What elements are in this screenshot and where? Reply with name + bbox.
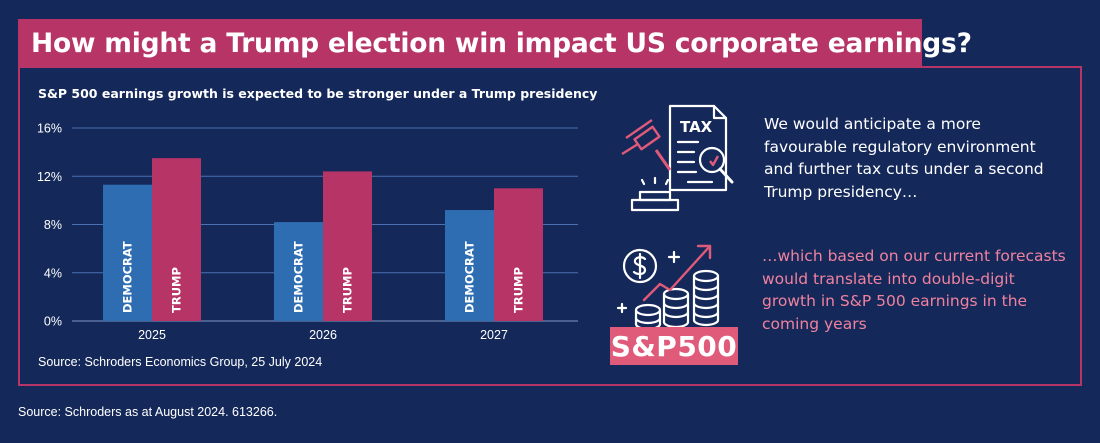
bar-democrat-2025 [103,184,152,321]
y-tick-label: 0% [44,315,62,329]
page-title: How might a Trump election win impact US… [31,28,972,59]
chart-title: S&P 500 earnings growth is expected to b… [38,86,598,101]
frame-top-edge [920,66,1082,68]
dollar-growth-coins-icon [616,244,720,330]
y-tick-label: 16% [37,122,62,136]
bar-series-label: TRUMP [170,267,184,313]
bar-democrat-2026 [274,222,323,321]
y-tick-label: 8% [44,218,62,232]
content-frame [18,66,1082,386]
x-tick-label: 2027 [480,328,508,342]
bar-trump-2026 [323,171,372,321]
forecast-text: …which based on our current forecasts wo… [762,247,1066,333]
regulatory-text: We would anticipate a more favourable re… [764,115,1044,201]
x-tick-label: 2025 [138,328,166,342]
sp500-badge: S&P500 [610,327,738,365]
title-bar: How might a Trump election win impact US… [18,19,972,68]
bar-series-label: DEMOCRAT [463,241,477,313]
bar-series-label: DEMOCRAT [121,241,135,313]
bar-trump-2027 [494,188,543,321]
y-tick-label: 4% [44,266,62,280]
tax-label: TAX [680,118,713,136]
bar-democrat-2027 [445,210,494,321]
bar-series-label: TRUMP [341,267,355,313]
bar-series-label: DEMOCRAT [292,241,306,313]
footer-source: Source: Schroders as at August 2024. 613… [18,405,278,419]
chart-source: Source: Schroders Economics Group, 25 Ju… [38,355,323,369]
bar-trump-2025 [152,158,201,321]
y-tick-label: 12% [37,170,62,184]
bar-series-label: TRUMP [512,267,526,313]
sp500-badge-label: S&P500 [610,329,738,363]
x-tick-label: 2026 [309,328,337,342]
tax-document-gavel-icon: TAX [621,104,734,212]
